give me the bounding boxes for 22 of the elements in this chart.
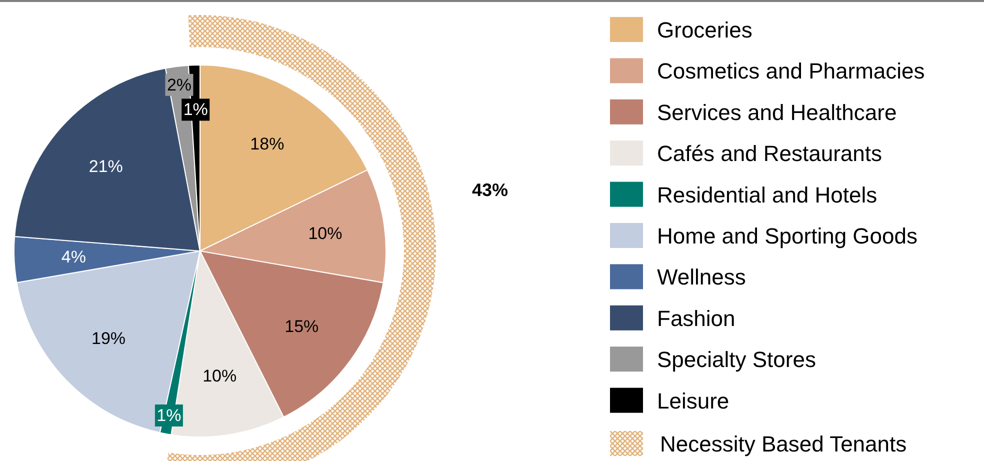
data-label: 15% xyxy=(284,316,319,336)
data-label: 4% xyxy=(61,247,86,266)
legend-label: Wellness xyxy=(657,264,746,290)
legend-label: Cafés and Restaurants xyxy=(657,141,882,166)
data-label: 1% xyxy=(156,406,182,425)
legend-label: Groceries xyxy=(657,18,752,42)
data-label: 2% xyxy=(166,75,192,94)
text: 43% xyxy=(472,180,508,200)
data-label: 10% xyxy=(308,224,342,243)
data-label: 1% xyxy=(183,100,208,120)
text: Necessity Based Tenants xyxy=(660,432,907,456)
legend-label: Leisure xyxy=(657,388,730,414)
legend-label: Cosmetics and Pharmacies xyxy=(657,58,925,84)
data-label: 19% xyxy=(91,328,126,348)
data-label: 18% xyxy=(250,134,284,154)
legend-label: Home and Sporting Goods xyxy=(657,224,918,248)
data-label: 21% xyxy=(88,157,123,176)
legend-label: Fashion xyxy=(657,306,736,331)
data-label: 10% xyxy=(202,366,237,386)
legend-label: Services and Healthcare xyxy=(657,100,897,125)
legend-label: Specialty Stores xyxy=(657,347,816,372)
legend-label: Residential and Hotels xyxy=(657,182,878,208)
